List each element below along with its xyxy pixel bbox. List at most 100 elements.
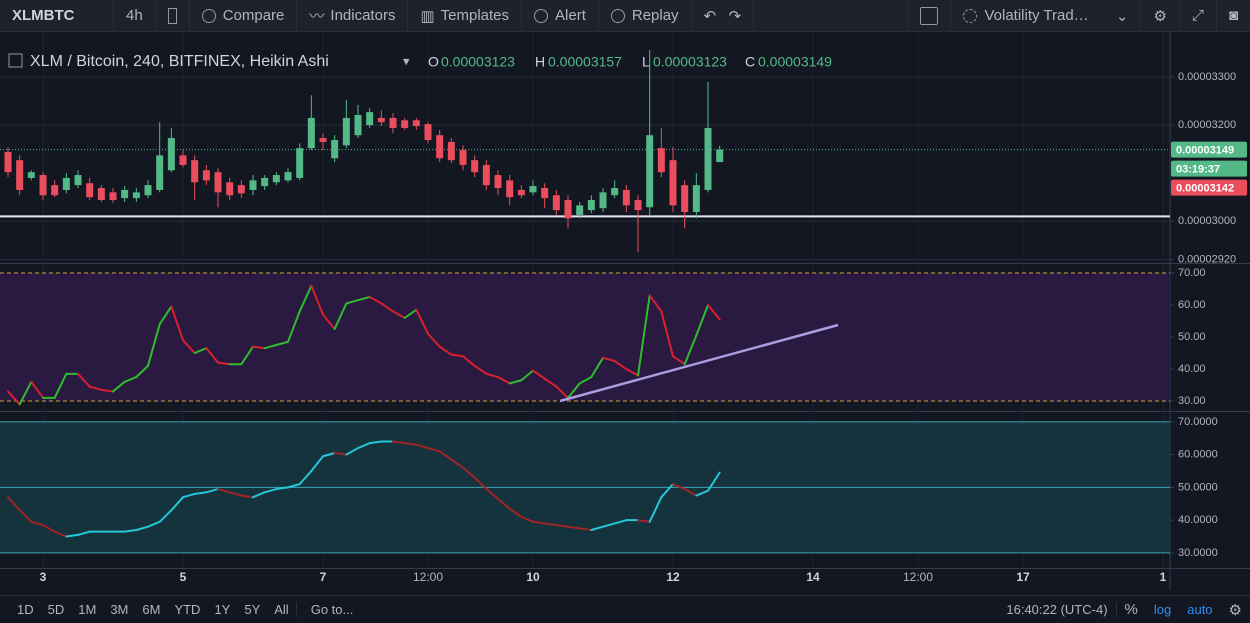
line-segment: [322, 451, 336, 458]
line-segment: [415, 308, 430, 335]
candle-body: [424, 124, 432, 140]
line-segment: [473, 476, 488, 491]
line-segment: [590, 525, 605, 531]
line-segment: [275, 340, 290, 347]
candle-body: [389, 117, 397, 128]
x-tick-label: 7: [320, 570, 327, 584]
settings[interactable]: ⚙: [1141, 0, 1180, 32]
legend-toggle[interactable]: [8, 53, 23, 68]
legend: XLM / Bitcoin, 240, BITFINEX, Heikin Ash…: [8, 53, 832, 70]
compare[interactable]: Compare: [190, 0, 298, 32]
line-segment: [217, 361, 231, 366]
range-button[interactable]: 6M: [142, 602, 161, 617]
alert-label: Alert: [555, 7, 586, 24]
line-segment: [508, 379, 523, 385]
line-segment: [637, 294, 651, 377]
range-button[interactable]: 3M: [110, 602, 129, 617]
line-segment: [18, 509, 33, 523]
y-tick-label: 60.00: [1178, 299, 1206, 311]
percent-toggle[interactable]: %: [1124, 601, 1138, 618]
replay[interactable]: Replay: [599, 0, 692, 32]
line-segment: [65, 533, 80, 538]
auto-toggle[interactable]: auto: [1187, 602, 1213, 617]
y-tick-label: 70.00: [1178, 267, 1206, 279]
range-button[interactable]: 5D: [47, 602, 65, 617]
line-segment: [683, 334, 698, 366]
candle-body: [109, 192, 117, 201]
legend-key: O: [428, 54, 439, 70]
line-segment: [532, 520, 546, 525]
range-button[interactable]: 1M: [78, 602, 97, 617]
candle-body: [447, 141, 455, 161]
candle-body: [156, 155, 164, 190]
y-tick-label: 50.00: [1178, 331, 1206, 343]
line-segment: [520, 515, 535, 523]
range-button[interactable]: All: [274, 602, 289, 617]
line-segment: [707, 304, 721, 321]
line-segment: [543, 377, 558, 388]
indicators[interactable]: 〰 Indicators: [297, 0, 409, 32]
line-segment: [53, 372, 68, 399]
layout[interactable]: Volatility Trad… ⌄: [951, 0, 1142, 32]
axis-settings[interactable]: ⚙: [1228, 601, 1242, 619]
candle-body: [529, 186, 537, 193]
templates-label: Templates: [440, 7, 510, 24]
line-segment: [672, 483, 686, 491]
candle-body: [132, 192, 140, 199]
interval[interactable]: 4h: [114, 0, 156, 32]
range-button[interactable]: 1D: [17, 602, 34, 617]
price-label: 03:19:37: [1176, 164, 1220, 176]
line-segment: [7, 496, 21, 512]
candle-body: [669, 160, 677, 206]
line-segment: [77, 530, 91, 536]
undo-redo[interactable]: ↶ ↷: [692, 0, 755, 32]
y-tick-label: 40.0000: [1178, 514, 1218, 526]
candle-body: [436, 135, 444, 159]
candle-body: [541, 188, 549, 199]
line-segment: [263, 344, 278, 350]
line-segment: [497, 376, 511, 385]
x-tick-label: 12:00: [903, 570, 933, 584]
range-button[interactable]: 1Y: [214, 602, 231, 617]
legend-value: 0.00003123: [441, 54, 515, 70]
snapshot[interactable]: ◙: [1228, 7, 1238, 24]
y-tick-label: 0.00003000: [1178, 215, 1236, 227]
alert[interactable]: Alert: [522, 0, 599, 32]
line-segment: [648, 496, 663, 523]
legend-value: 0.00003157: [548, 54, 622, 70]
line-segment: [147, 520, 161, 528]
fullscreen-toggle[interactable]: [907, 0, 952, 32]
candle-body: [16, 160, 24, 190]
x-tick-label: 17: [1016, 570, 1030, 584]
price-label: 0.00003149: [1176, 145, 1234, 157]
candle-body: [366, 112, 374, 126]
y-tick-label: 70.0000: [1178, 416, 1218, 428]
line-segment: [403, 442, 418, 446]
candle-body: [576, 205, 584, 215]
line-segment: [660, 310, 675, 358]
line-segment: [147, 323, 161, 367]
line-segment: [450, 458, 465, 469]
expand[interactable]: ⤢: [1180, 0, 1217, 32]
range-button[interactable]: 5Y: [244, 602, 261, 617]
chart-style[interactable]: [156, 0, 190, 32]
candle-body: [517, 189, 525, 196]
y-tick-label: 30.0000: [1178, 547, 1218, 559]
line-segment: [438, 345, 453, 356]
candle-body: [296, 148, 304, 178]
candle-body: [307, 117, 315, 149]
log-toggle[interactable]: log: [1153, 602, 1172, 617]
candle-body: [587, 200, 595, 211]
line-segment: [695, 304, 710, 337]
y-tick-label: 40.00: [1178, 363, 1206, 375]
line-segment: [193, 491, 208, 495]
templates[interactable]: ▥ Templates: [408, 0, 523, 32]
line-segment: [345, 299, 360, 305]
line-segment: [53, 530, 68, 538]
range-button[interactable]: YTD: [174, 602, 201, 617]
symbol[interactable]: XLMBTC: [0, 0, 114, 32]
go-to[interactable]: Go to...: [310, 602, 354, 617]
line-segment: [567, 382, 581, 399]
candle-body: [144, 185, 152, 196]
line-segment: [275, 486, 290, 491]
